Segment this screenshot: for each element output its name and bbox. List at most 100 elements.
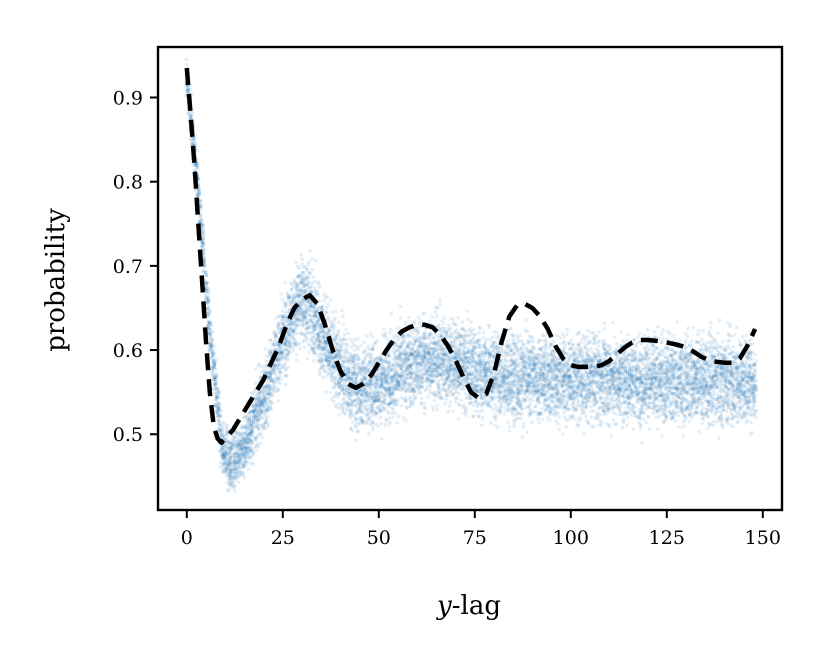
scatter-point: [230, 476, 234, 480]
scatter-point: [464, 369, 468, 373]
scatter-point: [306, 325, 310, 329]
scatter-point: [434, 394, 439, 398]
scatter-point: [239, 432, 243, 436]
scatter-point: [441, 330, 445, 334]
scatter-point: [245, 435, 250, 440]
scatter-point: [408, 352, 412, 356]
scatter-point: [332, 339, 336, 343]
scatter-point: [292, 298, 296, 302]
scatter-point: [299, 302, 303, 307]
scatter-point: [217, 430, 221, 434]
scatter-point: [347, 367, 352, 371]
scatter-point: [452, 350, 456, 354]
scatter-point: [394, 387, 398, 391]
scatter-point: [262, 401, 266, 405]
scatter-point: [225, 441, 229, 445]
scatter-point: [294, 324, 299, 328]
scatter-point: [445, 354, 449, 358]
scatter-point: [335, 348, 339, 352]
scatter-point: [389, 378, 393, 382]
scatter-point: [207, 331, 211, 336]
scatter-point: [255, 425, 259, 429]
scatter-point: [445, 375, 449, 379]
scatter-point: [350, 411, 354, 415]
scatter-point: [472, 345, 476, 349]
scatter-point: [325, 340, 329, 344]
scatter-point: [408, 376, 413, 380]
scatter-point: [217, 430, 222, 434]
scatter-point: [220, 433, 224, 437]
scatter-point: [386, 378, 390, 382]
scatter-point: [228, 440, 232, 444]
scatter-point: [433, 366, 438, 370]
scatter-point: [228, 475, 232, 479]
scatter-point: [200, 241, 204, 245]
scatter-point: [377, 366, 381, 370]
scatter-point: [412, 357, 416, 361]
scatter-point: [249, 429, 253, 433]
scatter-point: [204, 286, 208, 290]
scatter-point: [240, 447, 245, 451]
scatter-point: [323, 340, 327, 345]
scatter-point: [439, 351, 444, 356]
scatter-point: [337, 351, 341, 356]
scatter-point: [435, 347, 440, 351]
scatter-point: [365, 395, 369, 399]
scatter-point: [303, 275, 308, 279]
scatter-point: [466, 373, 470, 377]
scatter-point: [271, 385, 276, 389]
scatter-point: [393, 379, 397, 383]
scatter-point: [317, 356, 321, 360]
scatter-point: [450, 378, 454, 382]
scatter-point: [256, 411, 260, 415]
scatter-point: [456, 359, 460, 363]
scatter-point: [260, 399, 264, 404]
scatter-point: [368, 377, 372, 381]
scatter-point: [263, 397, 267, 401]
scatter-point: [466, 372, 470, 376]
scatter-point: [264, 408, 268, 412]
scatter-point: [278, 367, 282, 372]
scatter-point: [232, 485, 236, 489]
scatter-point: [243, 438, 248, 442]
scatter-point: [265, 392, 269, 397]
scatter-point: [213, 360, 217, 364]
scatter-point: [421, 359, 425, 363]
scatter-point: [447, 359, 451, 363]
scatter-point: [448, 404, 452, 408]
scatter-point: [310, 339, 314, 344]
scatter-point: [285, 355, 289, 359]
scatter-point: [458, 354, 462, 358]
scatter-point: [346, 384, 350, 388]
scatter-point: [412, 321, 416, 325]
scatter-point: [259, 442, 263, 446]
scatter-point: [257, 399, 261, 403]
scatter-point: [248, 423, 252, 427]
scatter-point: [468, 327, 472, 331]
scatter-point: [424, 376, 429, 380]
scatter-point: [479, 384, 483, 388]
scatter-point: [356, 337, 360, 341]
scatter-point: [411, 351, 415, 355]
scatter-point: [247, 426, 251, 430]
scatter-point: [478, 373, 482, 377]
scatter-point: [441, 350, 445, 354]
scatter-point: [473, 340, 477, 344]
scatter-point: [399, 341, 403, 345]
scatter-point: [358, 389, 362, 393]
scatter-point: [370, 379, 374, 383]
scatter-point: [362, 366, 367, 370]
scatter-point: [257, 392, 261, 396]
scatter-point: [263, 386, 267, 390]
scatter-point: [444, 389, 448, 393]
scatter-point: [247, 447, 251, 451]
scatter-point: [241, 434, 245, 438]
scatter-point: [328, 334, 332, 338]
scatter-point: [223, 470, 227, 474]
scatter-point: [350, 429, 354, 433]
scatter-point: [431, 366, 435, 370]
scatter-point: [441, 386, 445, 390]
scatter-point: [323, 365, 327, 369]
scatter-point: [396, 414, 400, 418]
scatter-point: [387, 392, 391, 396]
